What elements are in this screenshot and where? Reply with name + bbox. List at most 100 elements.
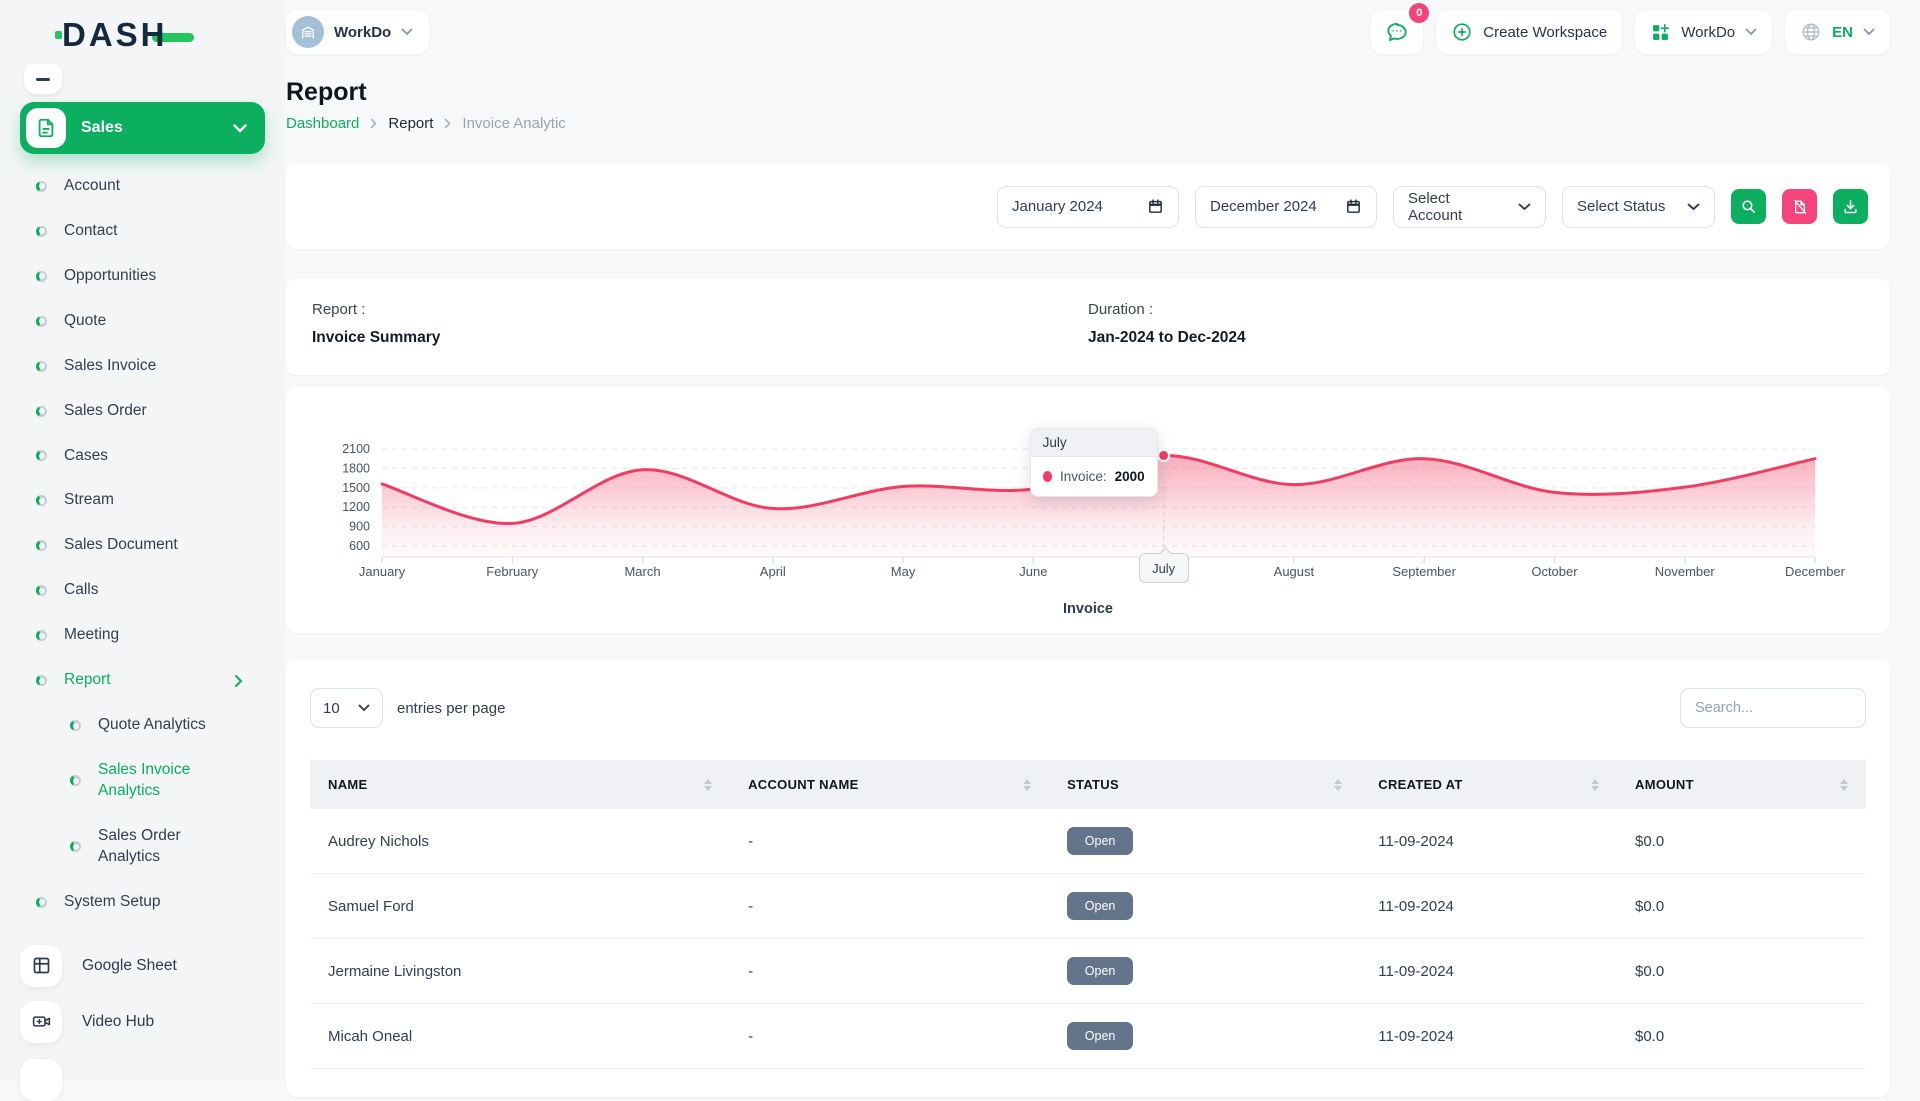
cell-account-name: - bbox=[730, 809, 1050, 874]
sidebar-item-quote[interactable]: Quote bbox=[36, 299, 265, 344]
chevron-down-icon bbox=[401, 28, 413, 36]
sidebar-item-system-setup[interactable]: System Setup bbox=[36, 880, 265, 925]
breadcrumb-dashboard[interactable]: Dashboard bbox=[286, 115, 360, 132]
sidebar-item-opportunities[interactable]: Opportunities bbox=[36, 254, 265, 299]
sidebar-item-label: Stream bbox=[64, 491, 114, 509]
chevron-down-icon bbox=[233, 123, 247, 133]
bullet-icon bbox=[36, 315, 47, 327]
status-select-value: Select Status bbox=[1577, 198, 1666, 215]
sidebar-item-cases[interactable]: Cases bbox=[36, 434, 265, 479]
sidebar-item-report[interactable]: Report bbox=[36, 658, 265, 703]
bullet-icon bbox=[36, 405, 47, 417]
svg-text:May: May bbox=[891, 564, 916, 579]
svg-text:June: June bbox=[1019, 564, 1047, 579]
sales-document-icon bbox=[26, 108, 66, 148]
svg-text:900: 900 bbox=[349, 520, 370, 534]
cell-created-at: 11-09-2024 bbox=[1360, 873, 1617, 939]
sidebar-group-sales[interactable]: Sales bbox=[20, 102, 265, 154]
column-label: CREATED AT bbox=[1378, 777, 1463, 792]
status-select[interactable]: Select Status bbox=[1562, 185, 1715, 228]
column-label: AMOUNT bbox=[1635, 777, 1694, 792]
chevron-right-icon bbox=[371, 118, 378, 129]
bullet-icon bbox=[70, 720, 81, 732]
sidebar-item-contact[interactable]: Contact bbox=[36, 209, 265, 254]
cell-amount: $0.0 bbox=[1617, 809, 1866, 874]
end-date-input[interactable]: December 2024 bbox=[1195, 185, 1377, 228]
breadcrumb: Dashboard Report Invoice Analytic bbox=[286, 115, 1890, 132]
account-select[interactable]: Select Account bbox=[1393, 185, 1546, 228]
calendar-icon bbox=[1149, 199, 1162, 213]
highlighted-data-point bbox=[1157, 448, 1171, 462]
sidebar-item-google-sheet[interactable]: Google Sheet bbox=[20, 944, 265, 987]
cell-status: Open bbox=[1049, 809, 1361, 874]
user-menu-label: WorkDo bbox=[1681, 23, 1736, 41]
cell-name: Micah Oneal bbox=[310, 1003, 731, 1069]
notification-badge: 0 bbox=[1409, 3, 1430, 23]
sidebar-item-sales-order-analytics[interactable]: Sales Order Analytics bbox=[36, 814, 265, 880]
tooltip-title: July bbox=[1030, 429, 1157, 458]
table-search-input[interactable] bbox=[1680, 688, 1866, 728]
page-title: Report bbox=[286, 78, 367, 106]
table-row: Audrey Nichols - Open 11-09-2024 $0.0 bbox=[310, 809, 1866, 874]
svg-text:November: November bbox=[1655, 564, 1716, 579]
sidebar-item-label: Sales Order Analytics bbox=[98, 826, 181, 865]
sidebar-item-label: Meeting bbox=[64, 626, 120, 644]
sidebar-item-label: Google Sheet bbox=[82, 956, 177, 974]
sort-icon bbox=[1334, 778, 1343, 791]
create-workspace-button[interactable]: Create Workspace bbox=[1436, 10, 1623, 54]
entries-per-page-label: entries per page bbox=[397, 699, 506, 717]
messages-button[interactable]: 0 bbox=[1371, 3, 1430, 54]
column-label: STATUS bbox=[1067, 777, 1119, 792]
series-dot-icon bbox=[1042, 471, 1053, 483]
app-logo[interactable]: DASH bbox=[55, 16, 265, 54]
sidebar-item-video-hub[interactable]: Video Hub bbox=[20, 1000, 265, 1043]
bullet-icon bbox=[36, 630, 47, 642]
sidebar-item-sales-order[interactable]: Sales Order bbox=[36, 389, 265, 434]
tooltip-series-label: Invoice: bbox=[1060, 469, 1107, 485]
sidebar-item-stream[interactable]: Stream bbox=[36, 478, 265, 523]
svg-text:1500: 1500 bbox=[342, 481, 370, 495]
sidebar-item-calls[interactable]: Calls bbox=[36, 568, 265, 613]
sidebar-toggle-button[interactable] bbox=[24, 64, 62, 94]
start-date-input[interactable]: January 2024 bbox=[997, 185, 1179, 228]
breadcrumb-report[interactable]: Report bbox=[388, 115, 434, 132]
sidebar-item-label: Video Hub bbox=[82, 1012, 155, 1030]
chart-tooltip: July Invoice: 2000 bbox=[1029, 428, 1158, 498]
svg-text:January: January bbox=[359, 564, 406, 579]
breadcrumb-invoice-analytic: Invoice Analytic bbox=[462, 115, 566, 132]
file-slash-icon bbox=[1793, 199, 1806, 214]
svg-text:September: September bbox=[1392, 564, 1456, 579]
workspace-selector[interactable]: WorkDo bbox=[286, 10, 430, 54]
cell-name: Jermaine Livingston bbox=[310, 938, 731, 1004]
chart-svg: 600 900 1200 1500 1800 2100 January February Mar… bbox=[342, 442, 1845, 579]
column-header-created-at[interactable]: CREATED AT bbox=[1360, 760, 1617, 809]
sidebar-item-meeting[interactable]: Meeting bbox=[36, 613, 265, 658]
sidebar-item-sales-document[interactable]: Sales Document bbox=[36, 523, 265, 568]
sidebar-item-sales-invoice[interactable]: Sales Invoice bbox=[36, 344, 265, 389]
filter-bar: January 2024 December 2024 Select Accoun… bbox=[286, 164, 1890, 249]
user-workspace-menu[interactable]: WorkDo bbox=[1635, 10, 1773, 54]
sidebar-item-account[interactable]: Account bbox=[36, 164, 265, 209]
column-header-status[interactable]: STATUS bbox=[1049, 760, 1361, 809]
report-summary-card: Report : Invoice Summary Duration : Jan-… bbox=[286, 279, 1890, 375]
bullet-icon bbox=[36, 360, 47, 372]
download-report-button[interactable] bbox=[1833, 189, 1868, 224]
sidebar-item-sales-invoice-analytics[interactable]: Sales Invoice Analytics bbox=[36, 748, 265, 814]
language-selector[interactable]: EN bbox=[1785, 10, 1890, 54]
sidebar-item-label: Cases bbox=[64, 446, 108, 464]
reset-filter-button[interactable] bbox=[1782, 189, 1817, 224]
chevron-right-icon bbox=[445, 118, 452, 129]
cell-account-name: - bbox=[730, 873, 1050, 939]
bullet-icon bbox=[36, 225, 47, 237]
column-label: NAME bbox=[328, 777, 368, 792]
column-header-name[interactable]: NAME bbox=[310, 760, 731, 809]
column-header-account-name[interactable]: ACCOUNT NAME bbox=[730, 760, 1050, 809]
main-content: Report Dashboard Report Invoice Analytic… bbox=[285, 78, 1920, 1097]
sidebar-item-quote-analytics[interactable]: Quote Analytics bbox=[36, 703, 265, 748]
sort-icon bbox=[704, 778, 713, 791]
entries-per-page-select[interactable]: 10 bbox=[310, 688, 383, 728]
column-header-amount[interactable]: AMOUNT bbox=[1617, 760, 1866, 809]
chat-bubble-icon bbox=[1387, 22, 1407, 42]
apply-filter-button[interactable] bbox=[1731, 189, 1766, 224]
chevron-right-icon bbox=[235, 674, 243, 687]
